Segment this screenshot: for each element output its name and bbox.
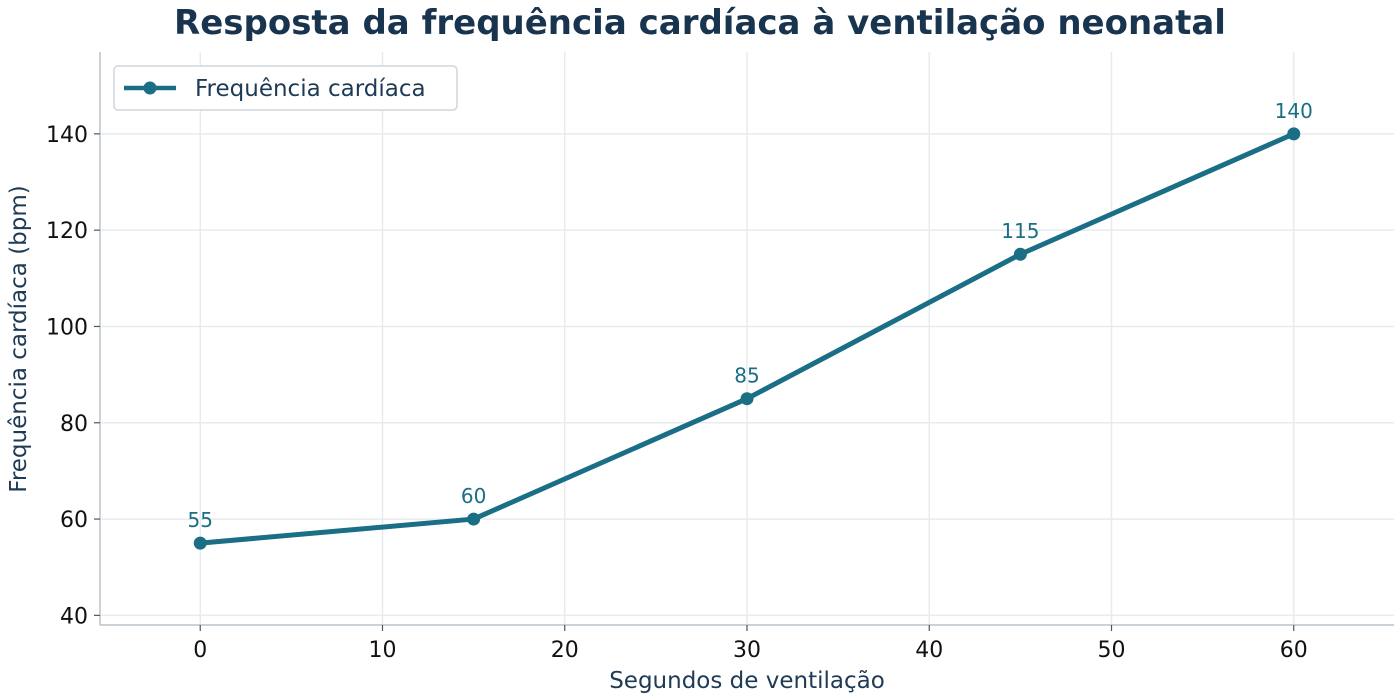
- x-tick-label-0: 0: [193, 638, 207, 663]
- y-axis-ticks: 40 60 80 100 120 140: [46, 123, 100, 629]
- y-tick-label-5: 140: [46, 123, 88, 148]
- x-tick-label-6: 60: [1280, 638, 1308, 663]
- series-group: [193, 127, 1301, 550]
- y-tick-label-2: 80: [60, 412, 88, 437]
- y-tick-label-3: 100: [46, 315, 88, 340]
- data-labels: 55 60 85 115 140: [188, 99, 1313, 532]
- grid: [100, 52, 1394, 625]
- y-tick-label-1: 60: [60, 508, 88, 533]
- chart-title: Resposta da frequência cardíaca à ventil…: [174, 3, 1226, 43]
- legend-point-marker: [143, 81, 157, 95]
- x-tick-label-1: 10: [368, 638, 396, 663]
- data-point-2: [740, 392, 754, 406]
- y-tick-label-0: 40: [60, 604, 88, 629]
- data-label-1: 60: [461, 484, 486, 508]
- data-point-4: [1287, 127, 1301, 141]
- x-tick-label-4: 40: [915, 638, 943, 663]
- legend-label: Frequência cardíaca: [195, 76, 426, 102]
- x-tick-label-3: 30: [733, 638, 761, 663]
- x-axis-ticks: 0 10 20 30 40 50 60: [193, 625, 1308, 663]
- data-point-0: [193, 536, 207, 550]
- legend: Frequência cardíaca: [113, 65, 458, 111]
- data-label-3: 115: [1001, 219, 1039, 243]
- data-label-2: 85: [734, 364, 759, 388]
- legend-box: [113, 65, 458, 111]
- data-point-3: [1013, 247, 1027, 261]
- data-point-1: [467, 512, 481, 526]
- x-tick-label-5: 50: [1098, 638, 1126, 663]
- x-tick-label-2: 20: [551, 638, 579, 663]
- data-label-0: 55: [188, 508, 213, 532]
- data-label-4: 140: [1275, 99, 1313, 123]
- x-axis-label: Segundos de ventilação: [609, 668, 885, 694]
- y-tick-label-4: 120: [46, 219, 88, 244]
- y-axis-label: Frequência cardíaca (bpm): [6, 185, 32, 492]
